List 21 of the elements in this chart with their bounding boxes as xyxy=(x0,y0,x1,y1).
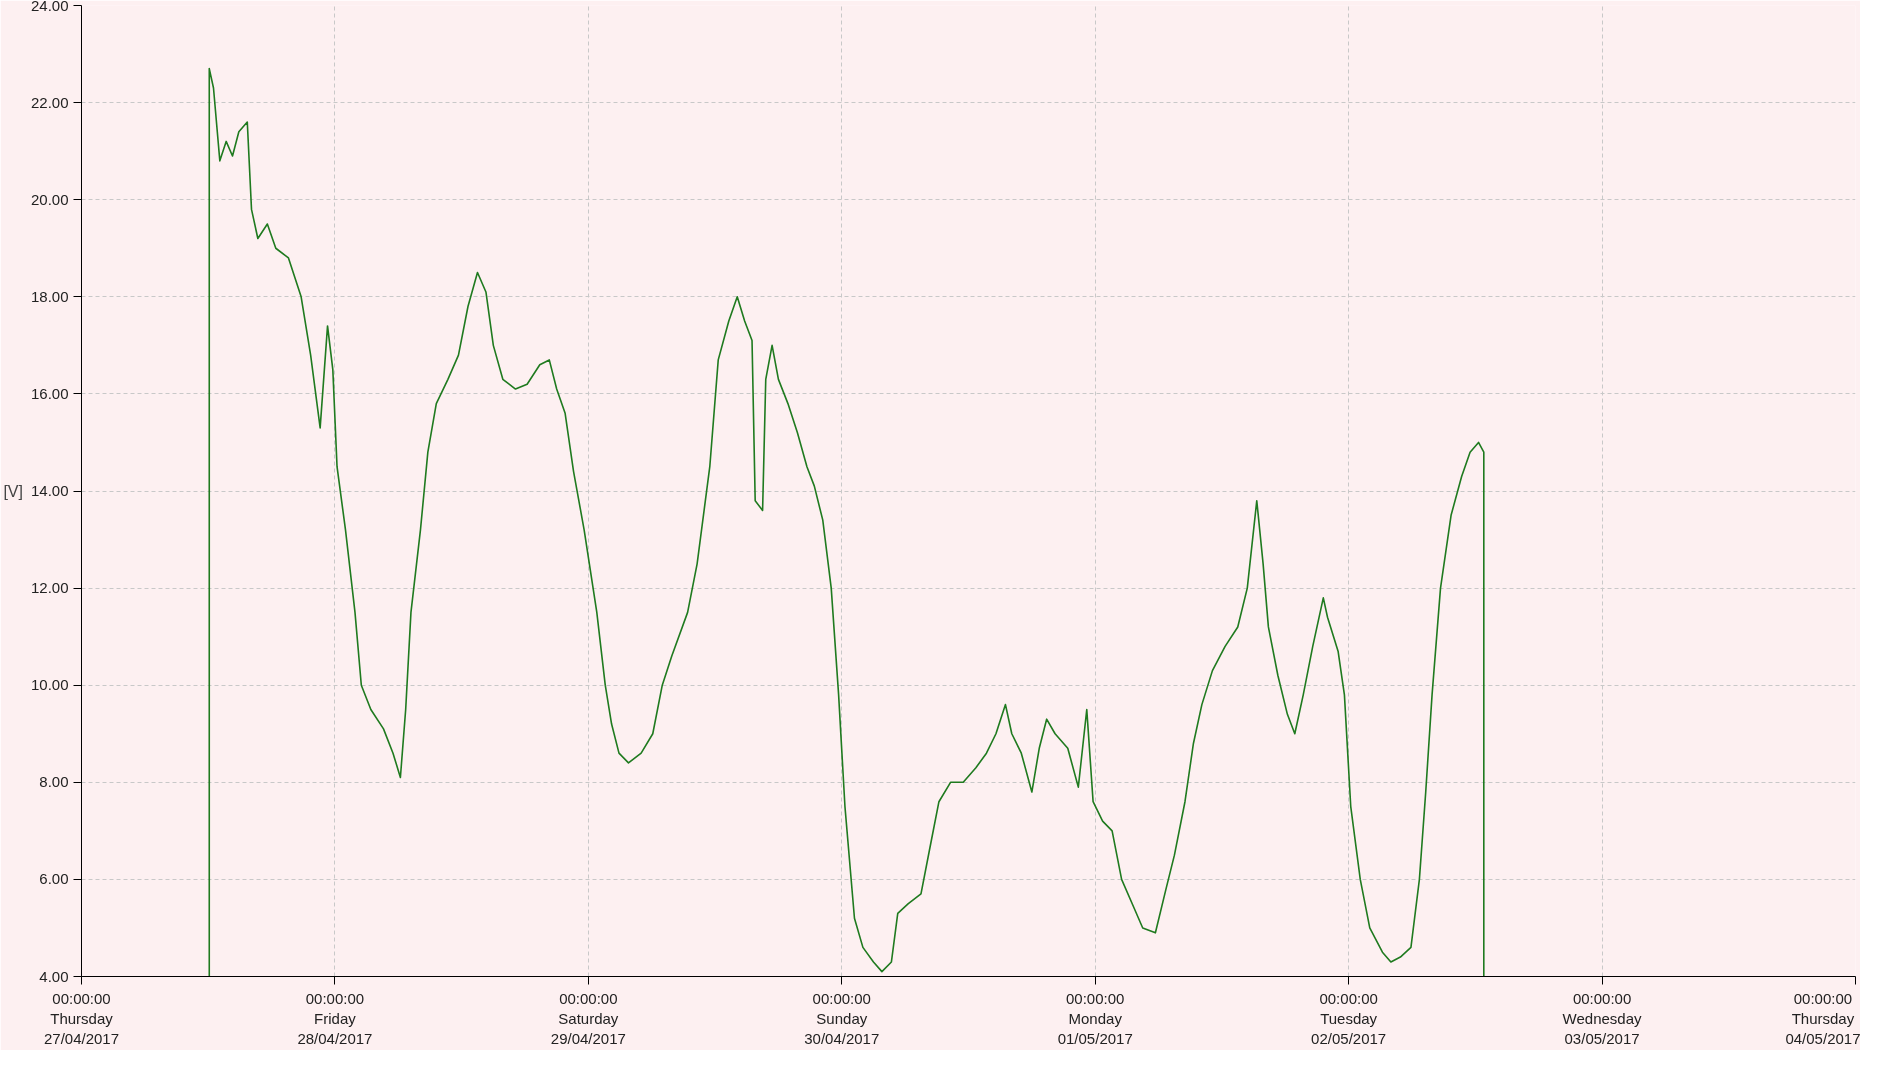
x-tick-label: 00:00:00 Tuesday 02/05/2017 xyxy=(1311,989,1387,1048)
x-tick-label: 00:00:00 Thursday 27/04/2017 xyxy=(43,989,120,1048)
y-tick-label: 12.00 xyxy=(30,579,69,597)
x-tick-label: 00:00:00 Saturday 29/04/2017 xyxy=(550,989,626,1048)
y-tick-label: 10.00 xyxy=(30,676,69,694)
y-tick-label: 22.00 xyxy=(30,93,69,111)
line-series xyxy=(208,67,1485,977)
x-tick-label: 00:00:00 Wednesday 03/05/2017 xyxy=(1562,989,1643,1048)
y-tick-label: 4.00 xyxy=(39,967,69,985)
y-tick-label: 20.00 xyxy=(30,190,69,208)
y-tick-label: 18.00 xyxy=(30,287,69,305)
y-tick-label: 8.00 xyxy=(39,773,69,791)
y-tick-label: 14.00 xyxy=(30,482,69,499)
x-tick-label: 00:00:00 Friday 28/04/2017 xyxy=(297,989,373,1048)
y-tick-label: 24.00 xyxy=(30,0,69,14)
y-tick-label: 6.00 xyxy=(39,870,69,888)
x-tick-label: 00:00:00 Monday 01/05/2017 xyxy=(1057,989,1133,1048)
x-tick-label: 00:00:00 Sunday 30/04/2017 xyxy=(804,989,880,1048)
x-tick-label: 00:00:00 Thursday 04/05/2017 xyxy=(1785,989,1861,1048)
y-tick-label: 16.00 xyxy=(30,384,69,402)
y-axis-title: [V] xyxy=(3,482,23,500)
